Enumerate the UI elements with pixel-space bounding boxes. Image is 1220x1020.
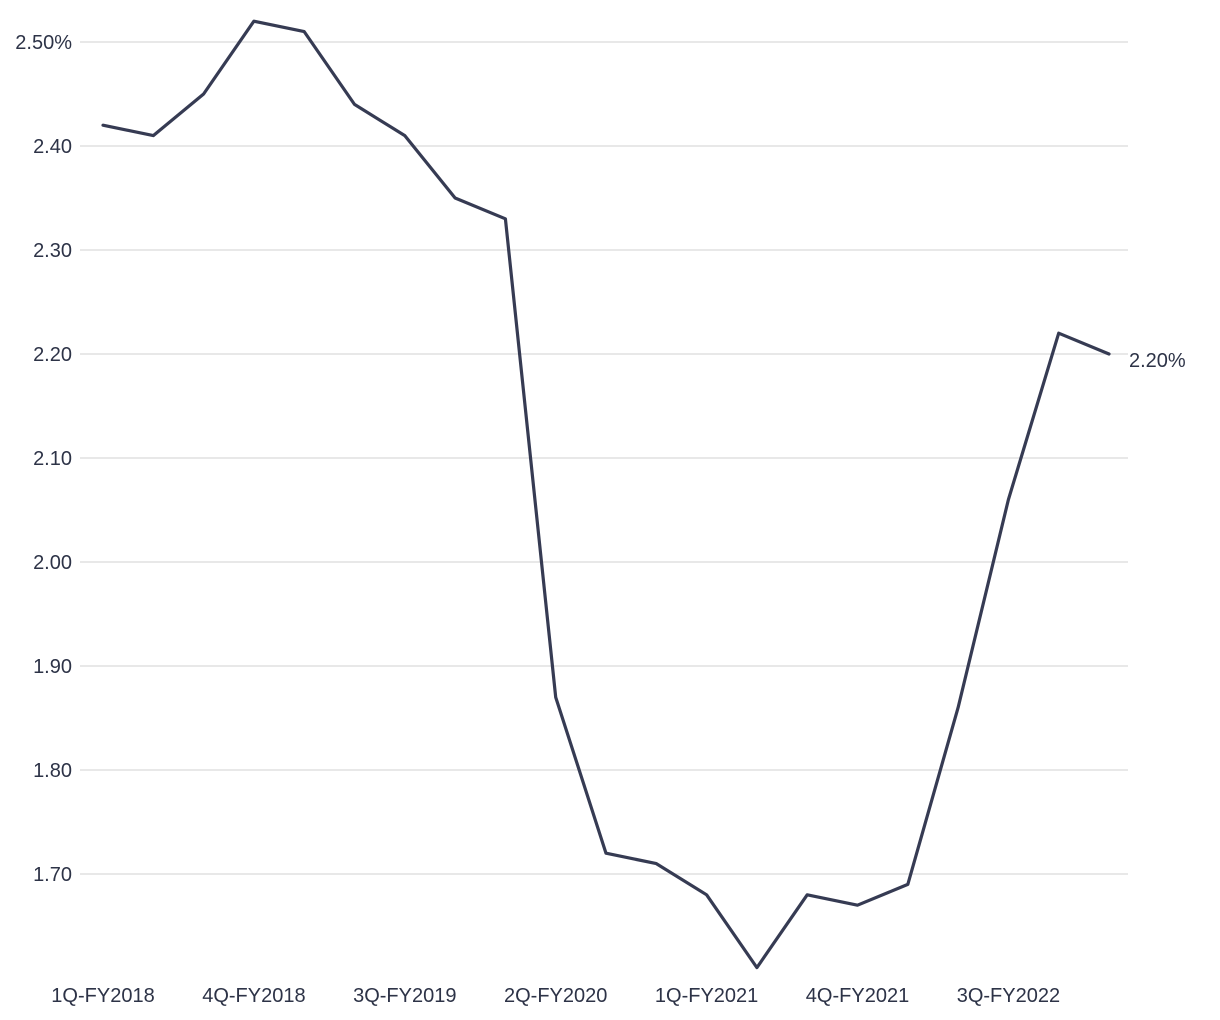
last-value-label: 2.20%: [1129, 350, 1186, 372]
x-tick-label: 3Q-FY2022: [957, 985, 1060, 1007]
series-layer: [101, 19, 1111, 970]
y-tick-label: 1.80: [33, 760, 72, 782]
y-axis-ticks: 2.50% 2.40 2.30 2.20 2.10 2.00 1.90 1.80 1.70: [15, 32, 72, 886]
y-tick-label: 2.00: [33, 552, 72, 574]
y-tick-label: 2.20: [33, 344, 72, 366]
y-tick-label: 2.40: [33, 136, 72, 158]
y-tick-label: 2.30: [33, 240, 72, 262]
x-tick-label: 3Q-FY2019: [353, 985, 456, 1007]
y-tick-label: 2.50%: [15, 32, 72, 54]
x-tick-label: 1Q-FY2018: [51, 985, 154, 1007]
x-tick-label: 4Q-FY2018: [202, 985, 305, 1007]
x-tick-label: 2Q-FY2020: [504, 985, 607, 1007]
series-line: [101, 19, 1111, 970]
y-tick-label: 1.70: [33, 864, 72, 886]
y-tick-label: 1.90: [33, 656, 72, 678]
y-tick-label: 2.10: [33, 448, 72, 470]
x-tick-label: 4Q-FY2021: [806, 985, 909, 1007]
x-tick-label: 1Q-FY2021: [655, 985, 758, 1007]
x-axis-ticks: 1Q-FY2018 4Q-FY2018 3Q-FY2019 2Q-FY2020 1Q-F…: [51, 985, 1060, 1007]
grid-layer: [80, 41, 1128, 875]
